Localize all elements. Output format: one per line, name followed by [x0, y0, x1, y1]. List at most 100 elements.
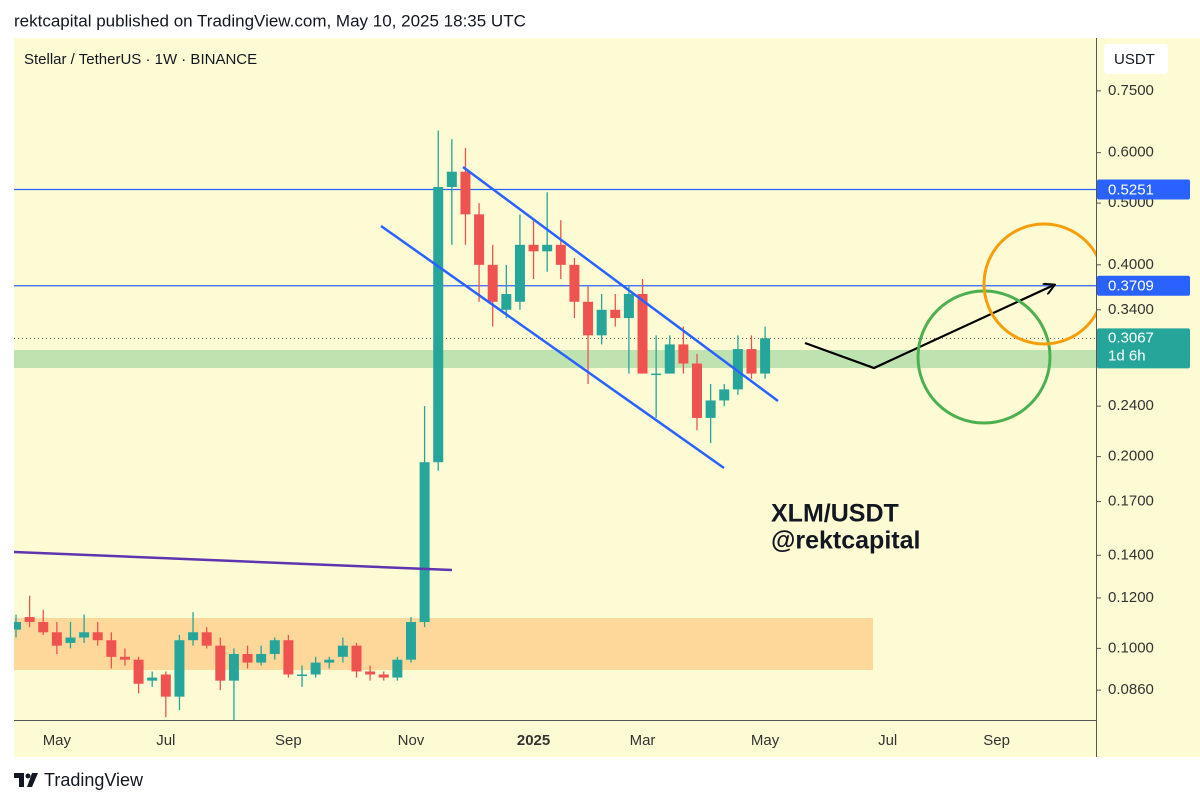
x-tick-label: Sep: [275, 732, 302, 749]
y-tick-label: 0.2000: [1108, 448, 1154, 465]
candle-body: [596, 309, 607, 336]
levels: [14, 188, 1096, 339]
candle-body: [719, 389, 730, 401]
y-tick-label: 0.1700: [1108, 493, 1154, 510]
y-tick-label: 0.1200: [1108, 589, 1154, 606]
annotation: XLM/USDT: [771, 500, 899, 528]
drawings-front: [14, 165, 1096, 572]
candle-body: [324, 659, 335, 663]
currency-label: USDT: [1114, 51, 1155, 68]
candle-body: [474, 214, 485, 265]
candle-body: [119, 656, 130, 660]
candle-body: [201, 632, 212, 646]
candle-body: [542, 244, 553, 252]
candle-body: [174, 640, 185, 697]
candle-body: [147, 677, 158, 681]
candle-body: [297, 674, 308, 676]
y-tick-label: 0.2400: [1108, 397, 1154, 414]
x-tick-label: Nov: [398, 732, 425, 749]
candle-body: [92, 632, 103, 641]
candle-body: [378, 674, 389, 678]
orange-circle: [982, 222, 1096, 346]
candle-body: [664, 344, 675, 374]
candle-body: [760, 338, 771, 374]
candle-body: [569, 264, 580, 302]
candle-body: [583, 301, 594, 336]
candles: [14, 130, 771, 720]
currency-box: [1104, 44, 1168, 74]
channel-upper: [462, 165, 779, 403]
candle-body: [256, 653, 267, 663]
candle-body: [242, 653, 253, 663]
candle-body: [14, 622, 21, 630]
candle-body: [746, 349, 757, 374]
candle-body: [637, 293, 648, 374]
candle-body: [692, 363, 702, 418]
y-tick-label: 0.1400: [1108, 546, 1154, 563]
candle-body: [160, 674, 171, 697]
y-tick-label: 0.0860: [1108, 681, 1154, 698]
current-price-box: [1097, 328, 1190, 369]
x-tick-label: 2025: [517, 732, 550, 749]
candle-body: [392, 659, 403, 678]
level-label: 0.3709: [1108, 278, 1154, 295]
x-tick-label: May: [751, 732, 780, 749]
candle-body: [215, 645, 226, 681]
candle-body: [228, 653, 239, 681]
candle-body: [610, 309, 621, 319]
candle-body: [337, 645, 348, 657]
logo-mark: [14, 773, 38, 787]
candle-body: [24, 617, 35, 623]
candle-body: [188, 632, 199, 641]
y-tick-label: 0.1000: [1108, 639, 1154, 656]
x-tick-label: Jul: [878, 732, 897, 749]
price-axis: 0.75000.60000.50000.40000.34000.24000.20…: [1096, 82, 1190, 698]
candle-body: [501, 293, 512, 310]
countdown-label: 1d 6h: [1108, 347, 1146, 364]
candle-body: [310, 662, 321, 675]
candle-body: [106, 640, 117, 657]
candle-body: [269, 640, 280, 654]
candle-body: [732, 349, 743, 390]
candle-body: [65, 637, 76, 643]
candle-body: [38, 622, 49, 633]
level-label-box: [1097, 275, 1190, 296]
x-tick-label: Sep: [983, 732, 1010, 749]
x-tick-label: Mar: [630, 732, 656, 749]
trend-line: [14, 550, 453, 572]
y-tick-label: 0.4000: [1108, 256, 1154, 273]
footer-brand: TradingView: [44, 770, 144, 790]
candle-body: [79, 632, 90, 638]
candle-body: [446, 171, 457, 187]
tradingview-logo: TradingView: [14, 770, 144, 790]
candle-body: [351, 645, 362, 672]
y-tick-label: 0.6000: [1108, 144, 1154, 161]
candle-body: [460, 171, 471, 215]
level-label-box: [1097, 179, 1190, 200]
candle-body: [555, 244, 566, 265]
candle-body: [514, 244, 525, 302]
x-tick-label: May: [43, 732, 72, 749]
candle-body: [419, 462, 430, 623]
candle-body: [623, 293, 634, 319]
candle-body: [528, 244, 539, 252]
support-zone: [14, 350, 1096, 368]
level-label: 0.5251: [1108, 182, 1154, 199]
candle-body: [433, 186, 444, 463]
projection-arrow: [804, 285, 1054, 370]
candle-body: [133, 659, 144, 684]
current-price-label: 0.3067: [1108, 329, 1154, 346]
candle-body: [487, 264, 498, 302]
accumulation-zone: [14, 618, 873, 670]
x-tick-label: Jul: [156, 732, 175, 749]
candle-body: [283, 640, 294, 675]
publish-header: rektcapital published on TradingView.com…: [14, 11, 526, 30]
candle-body: [705, 400, 716, 418]
candle-body: [51, 632, 62, 646]
y-tick-label: 0.3400: [1108, 301, 1154, 318]
candle-body: [678, 344, 689, 364]
y-tick-label: 0.7500: [1108, 82, 1154, 99]
drawings-back: [14, 350, 1096, 670]
